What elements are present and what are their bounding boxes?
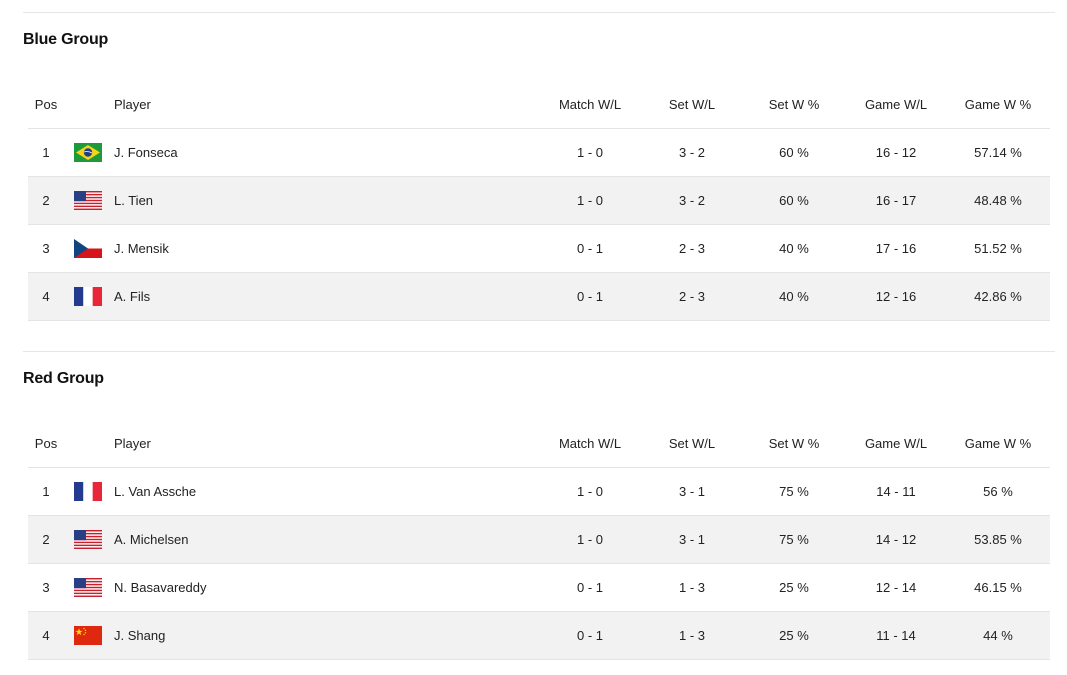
game-wl-cell: 14 - 12 <box>875 532 917 547</box>
header-match-wl: Match W/L <box>558 97 622 112</box>
match-wl-cell: 1 - 0 <box>576 193 603 208</box>
set-wl-cell: 1 - 3 <box>678 628 705 643</box>
game-wl-cell: 14 - 11 <box>876 484 916 499</box>
table-row: 4 A. Fils 0 - 1 2 - 3 40 % 12 - 16 42.86… <box>28 273 1050 321</box>
game-wl-cell: 11 - 14 <box>876 628 916 643</box>
match-wl-cell: 1 - 0 <box>576 145 603 160</box>
game-w-pct-cell: 56 % <box>983 484 1013 499</box>
header-player: Player <box>114 436 151 451</box>
header-game-w-pct: Game W % <box>964 436 1032 451</box>
set-wl-cell: 3 - 2 <box>678 145 705 160</box>
player-name-link[interactable]: L. Tien <box>114 193 154 208</box>
france-flag-icon <box>74 482 102 501</box>
game-w-pct-cell: 42.86 % <box>974 289 1022 304</box>
header-player: Player <box>114 97 151 112</box>
set-wl-cell: 3 - 1 <box>678 484 705 499</box>
set-w-pct-cell: 25 % <box>779 628 809 643</box>
group-title: Blue Group <box>23 31 109 48</box>
match-wl-cell: 1 - 0 <box>576 484 603 499</box>
match-wl-cell: 0 - 1 <box>576 241 603 256</box>
set-w-pct-cell: 75 % <box>779 484 809 499</box>
game-wl-cell: 16 - 12 <box>875 145 917 160</box>
set-wl-cell: 3 - 1 <box>678 532 705 547</box>
player-name-link[interactable]: J. Shang <box>114 628 166 643</box>
table-header-row: Pos Player Match W/L Set W/L Set W % Gam… <box>28 420 1050 468</box>
pos-cell: 1 <box>42 145 50 160</box>
table-row: 2 L. Tien 1 - 0 3 - 2 60 % 16 - 17 48.48… <box>28 177 1050 225</box>
china-flag-icon <box>74 626 102 645</box>
pos-cell: 1 <box>42 484 50 499</box>
player-name-link[interactable]: N. Basavareddy <box>114 580 207 595</box>
header-set-wl: Set W/L <box>668 97 716 112</box>
table-header-row: Pos Player Match W/L Set W/L Set W % Gam… <box>28 81 1050 129</box>
group-divider <box>23 351 1055 352</box>
match-wl-cell: 1 - 0 <box>576 532 603 547</box>
brazil-flag-icon <box>74 143 102 162</box>
set-wl-cell: 3 - 2 <box>678 193 705 208</box>
game-w-pct-cell: 57.14 % <box>974 145 1022 160</box>
match-wl-cell: 0 - 1 <box>576 628 603 643</box>
header-game-wl: Game W/L <box>864 97 928 112</box>
player-name-link[interactable]: J. Mensik <box>114 241 169 256</box>
player-name-link[interactable]: A. Fils <box>114 289 151 304</box>
france-flag-icon <box>74 287 102 306</box>
pos-cell: 2 <box>42 193 50 208</box>
game-wl-cell: 16 - 17 <box>875 193 917 208</box>
game-wl-cell: 12 - 16 <box>875 289 917 304</box>
set-wl-cell: 1 - 3 <box>678 580 705 595</box>
table-row: 4 J. Shang 0 - 1 1 - 3 25 % 11 - 14 44 % <box>28 612 1050 660</box>
group-title: Red Group <box>23 370 104 387</box>
header-match-wl: Match W/L <box>558 436 622 451</box>
match-wl-cell: 0 - 1 <box>576 580 603 595</box>
game-wl-cell: 17 - 16 <box>875 241 917 256</box>
table-row: 1 L. Van Assche 1 - 0 3 - 1 75 % 14 - 11… <box>28 468 1050 516</box>
header-set-w-pct: Set W % <box>768 436 820 451</box>
pos-cell: 3 <box>42 241 50 256</box>
pos-cell: 4 <box>42 628 50 643</box>
header-game-w-pct: Game W % <box>964 97 1032 112</box>
top-divider <box>23 12 1055 13</box>
game-w-pct-cell: 51.52 % <box>974 241 1022 256</box>
set-w-pct-cell: 25 % <box>779 580 809 595</box>
standings-table: Pos Player Match W/L Set W/L Set W % Gam… <box>28 420 1050 660</box>
usa-flag-icon <box>74 578 102 597</box>
set-wl-cell: 2 - 3 <box>678 241 705 256</box>
usa-flag-icon <box>74 191 102 210</box>
set-w-pct-cell: 60 % <box>779 193 809 208</box>
set-w-pct-cell: 60 % <box>779 145 809 160</box>
pos-cell: 4 <box>42 289 50 304</box>
table-row: 3 N. Basavareddy 0 - 1 1 - 3 25 % 12 - 1… <box>28 564 1050 612</box>
game-w-pct-cell: 48.48 % <box>974 193 1022 208</box>
standings-table: Pos Player Match W/L Set W/L Set W % Gam… <box>28 81 1050 321</box>
game-w-pct-cell: 53.85 % <box>974 532 1022 547</box>
game-wl-cell: 12 - 14 <box>875 580 917 595</box>
header-pos: Pos <box>34 97 58 112</box>
player-name-link[interactable]: A. Michelsen <box>114 532 189 547</box>
table-row: 1 J. Fonseca 1 - 0 3 - 2 60 % 16 - 12 57… <box>28 129 1050 177</box>
header-set-w-pct: Set W % <box>768 97 820 112</box>
pos-cell: 3 <box>42 580 50 595</box>
game-w-pct-cell: 46.15 % <box>974 580 1022 595</box>
pos-cell: 2 <box>42 532 50 547</box>
match-wl-cell: 0 - 1 <box>576 289 603 304</box>
set-wl-cell: 2 - 3 <box>678 289 705 304</box>
czech-flag-icon <box>74 239 102 258</box>
usa-flag-icon <box>74 530 102 549</box>
header-set-wl: Set W/L <box>668 436 716 451</box>
set-w-pct-cell: 40 % <box>779 289 809 304</box>
player-name-link[interactable]: J. Fonseca <box>114 145 178 160</box>
header-pos: Pos <box>34 436 58 451</box>
player-name-link[interactable]: L. Van Assche <box>114 484 197 499</box>
table-row: 3 J. Mensik 0 - 1 2 - 3 40 % 17 - 16 51.… <box>28 225 1050 273</box>
table-row: 2 A. Michelsen 1 - 0 3 - 1 75 % 14 - 12 … <box>28 516 1050 564</box>
game-w-pct-cell: 44 % <box>983 628 1013 643</box>
set-w-pct-cell: 40 % <box>779 241 809 256</box>
set-w-pct-cell: 75 % <box>779 532 809 547</box>
header-game-wl: Game W/L <box>864 436 928 451</box>
